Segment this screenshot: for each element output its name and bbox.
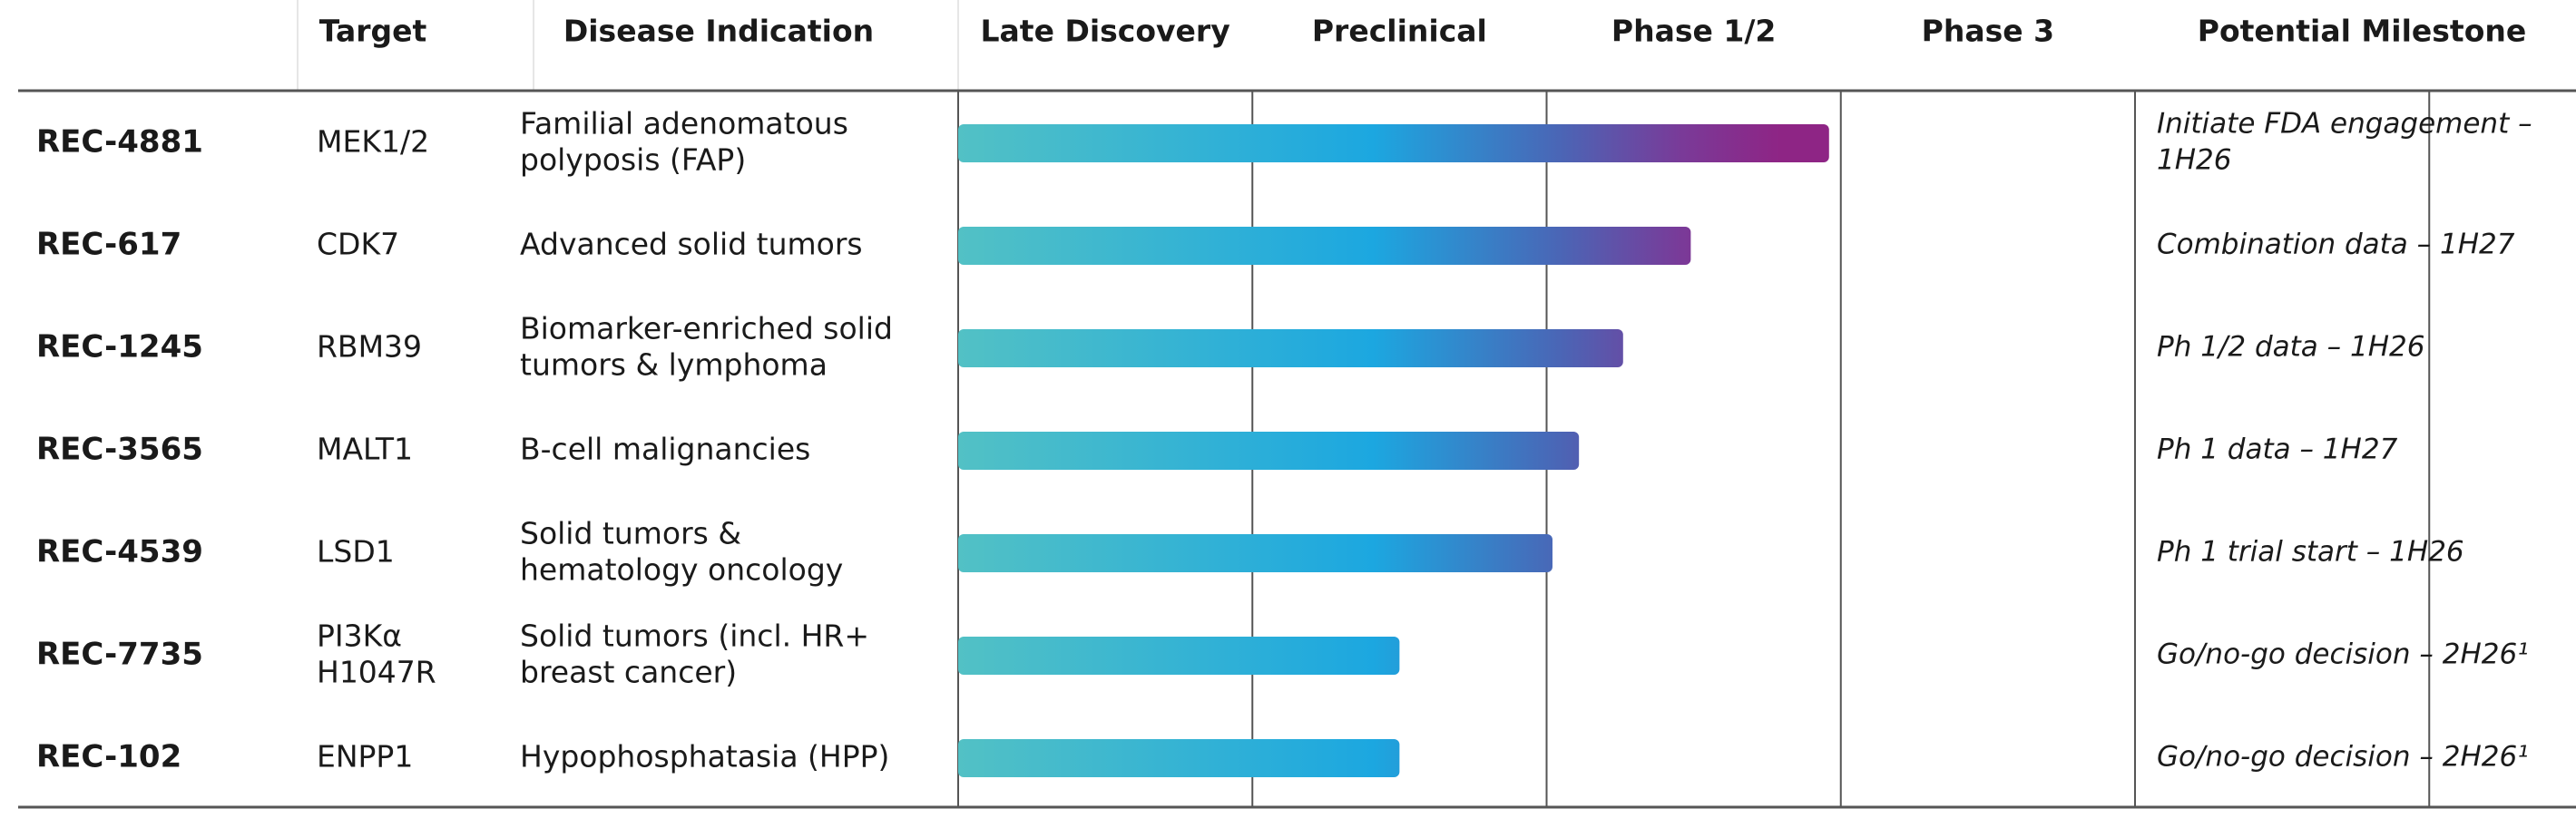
- progress-bar: [958, 637, 1400, 675]
- indication: polyposis (FAP): [520, 142, 746, 178]
- indication: hematology oncology: [520, 552, 843, 588]
- progress-bar: [958, 432, 1580, 470]
- milestone: Go/no-go decision – 2H26¹: [2157, 741, 2529, 774]
- progress-bar: [958, 534, 1552, 572]
- milestone: Ph 1 data – 1H27: [2157, 433, 2398, 466]
- column-header: Phase 3: [1922, 14, 2054, 49]
- indication: Biomarker-enriched solid: [520, 311, 893, 346]
- indication: Solid tumors &: [520, 516, 741, 551]
- column-header: Disease Indication: [563, 14, 874, 49]
- target: MEK1/2: [317, 124, 429, 160]
- indication: Solid tumors (incl. HR+: [520, 619, 869, 654]
- target: RBM39: [317, 329, 422, 365]
- indication: Familial adenomatous: [520, 106, 848, 141]
- milestone: Go/no-go decision – 2H26¹: [2157, 638, 2529, 671]
- program-name: REC-3565: [36, 432, 203, 468]
- progress-bar: [958, 329, 1623, 367]
- program-name: REC-617: [36, 227, 181, 263]
- program-name: REC-4539: [36, 534, 203, 570]
- target: CDK7: [317, 227, 399, 262]
- column-header: Potential Milestone: [2198, 14, 2526, 49]
- indication: Advanced solid tumors: [520, 227, 863, 262]
- column-header: Preclinical: [1312, 14, 1487, 49]
- target: ENPP1: [317, 739, 413, 774]
- target: MALT1: [317, 432, 413, 467]
- program-name: REC-1245: [36, 329, 203, 365]
- progress-bar: [958, 124, 1829, 162]
- program-name: REC-7735: [36, 637, 203, 673]
- milestone: Initiate FDA engagement –: [2157, 108, 2532, 141]
- progress-bar: [958, 227, 1691, 265]
- milestone: Combination data – 1H27: [2157, 229, 2515, 261]
- progress-bar: [958, 739, 1400, 777]
- rows: REC-4881 MEK1/2 Familial adenomatouspolypo…: [36, 106, 2532, 777]
- indication: tumors & lymphoma: [520, 347, 828, 383]
- target: H1047R: [317, 655, 436, 690]
- indication: B-cell malignancies: [520, 432, 810, 467]
- column-header: Phase 1/2: [1611, 14, 1776, 49]
- milestone: Ph 1/2 data – 1H26: [2157, 331, 2424, 364]
- column-header: Target: [319, 14, 427, 49]
- target: PI3Kα: [317, 619, 402, 654]
- column-header: Late Discovery: [981, 14, 1230, 49]
- program-name: REC-102: [36, 739, 181, 775]
- milestone: Ph 1 trial start – 1H26: [2157, 536, 2464, 569]
- indication: breast cancer): [520, 655, 737, 690]
- milestone: 1H26: [2157, 144, 2231, 177]
- target: LSD1: [317, 534, 395, 570]
- indication: Hypophosphatasia (HPP): [520, 739, 889, 774]
- program-name: REC-4881: [36, 124, 203, 161]
